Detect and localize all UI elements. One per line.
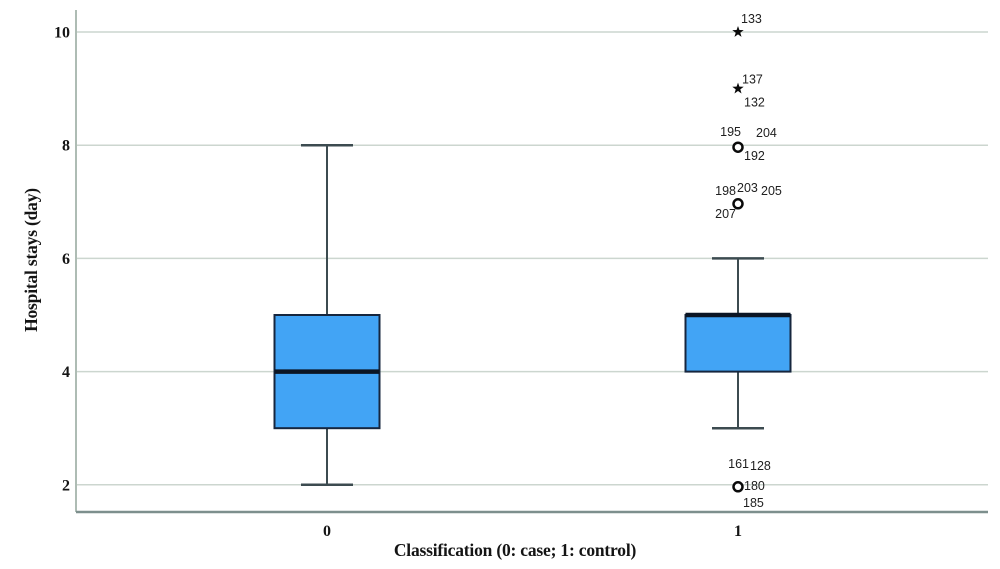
outlier-case-label: 185 (743, 496, 764, 510)
outlier-circle-marker (732, 481, 744, 493)
outlier-case-label: 195 (720, 125, 741, 139)
x-tick-label-0: 0 (323, 523, 331, 540)
y-tick-label-8: 8 (62, 138, 70, 155)
outlier-case-label: 180 (744, 479, 765, 493)
outlier-case-label: 161 (728, 457, 749, 471)
outlier-case-label: 198 (715, 184, 736, 198)
y-tick-label-4: 4 (62, 364, 70, 381)
outlier-case-label: 132 (744, 96, 765, 110)
outlier-case-label: 192 (744, 149, 765, 163)
outlier-circle-marker (732, 141, 744, 153)
outlier-case-label: 205 (761, 184, 782, 198)
outlier-case-label: 133 (741, 12, 762, 26)
outlier-case-label: 128 (750, 459, 771, 473)
x-axis-title: Classification (0: case; 1: control) (393, 540, 637, 560)
y-tick-label-10: 10 (54, 25, 70, 42)
x-tick-label-1: 1 (734, 523, 742, 540)
outlier-case-label: 203 (737, 181, 758, 195)
outlier-case-label: 137 (742, 73, 763, 87)
y-axis-title: Hospital stays (day) (21, 188, 41, 332)
y-tick-label-6: 6 (62, 251, 70, 268)
outlier-circle-marker (732, 198, 744, 210)
outlier-case-label: 207 (715, 207, 736, 221)
outlier-star-marker (732, 82, 744, 94)
outlier-star-marker (732, 26, 744, 37)
box-iqr-1 (684, 314, 792, 373)
y-tick-label-2: 2 (62, 477, 70, 494)
outlier-case-label: 204 (756, 126, 777, 140)
